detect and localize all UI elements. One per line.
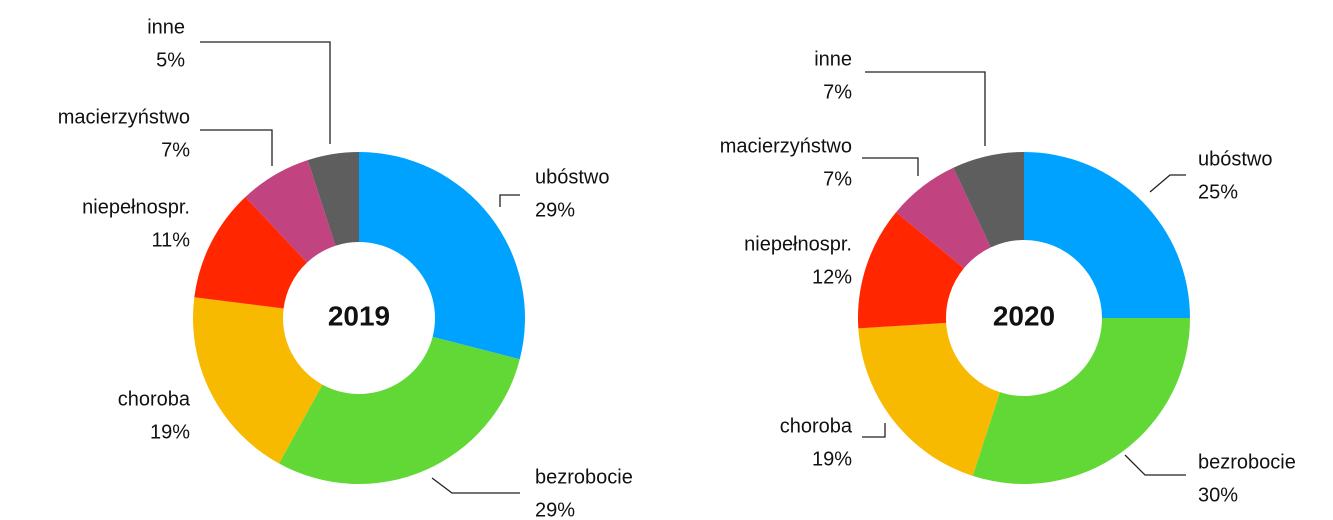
slice-label: ubóstwo bbox=[535, 166, 610, 188]
value-label: 7% bbox=[823, 81, 852, 103]
slice bbox=[896, 167, 991, 269]
value-label: 29% bbox=[535, 499, 575, 520]
value-label: 19% bbox=[150, 421, 190, 443]
leader-line bbox=[200, 129, 273, 166]
slice-label: macierzyństwo bbox=[720, 135, 852, 157]
slice-label: bezrobocie bbox=[535, 466, 633, 488]
value-label: 19% bbox=[812, 448, 852, 470]
leader-line bbox=[862, 423, 886, 438]
slice-label: inne bbox=[814, 48, 852, 70]
value-label: 11% bbox=[151, 229, 190, 251]
slice bbox=[1024, 152, 1190, 318]
slice bbox=[245, 160, 336, 263]
slice-label: ubóstwo bbox=[1198, 148, 1273, 170]
slice-label: bezrobocie bbox=[1198, 451, 1296, 473]
slice bbox=[858, 212, 964, 329]
leader-line bbox=[1149, 174, 1186, 193]
slice bbox=[194, 196, 307, 309]
leader-line bbox=[431, 477, 520, 494]
leader-line bbox=[499, 194, 520, 207]
leader-line bbox=[200, 41, 331, 144]
slice-label: niepełnospr. bbox=[744, 233, 852, 255]
leader-line bbox=[862, 157, 919, 176]
value-label: 12% bbox=[812, 266, 852, 288]
slice-label: choroba bbox=[118, 388, 191, 410]
value-label: 7% bbox=[823, 168, 852, 190]
value-label: 30% bbox=[1198, 484, 1238, 506]
slice-label: niepełnospr. bbox=[82, 196, 190, 218]
slice bbox=[279, 336, 520, 484]
leader-line bbox=[1124, 454, 1186, 476]
slice-label: choroba bbox=[780, 415, 853, 437]
slice-label: inne bbox=[147, 16, 185, 38]
slice bbox=[858, 322, 1000, 476]
slice bbox=[359, 152, 525, 360]
slice bbox=[972, 318, 1190, 484]
chart-title: 2019 bbox=[328, 300, 390, 331]
slice bbox=[307, 152, 359, 246]
slice-label: macierzyństwo bbox=[58, 106, 190, 128]
value-label: 5% bbox=[156, 49, 185, 71]
value-label: 7% bbox=[161, 139, 190, 161]
leader-line bbox=[865, 71, 986, 146]
value-label: 29% bbox=[535, 199, 575, 221]
slice bbox=[193, 297, 323, 464]
chart-title: 2020 bbox=[993, 300, 1055, 331]
value-label: 25% bbox=[1198, 181, 1238, 203]
slice bbox=[953, 152, 1024, 248]
